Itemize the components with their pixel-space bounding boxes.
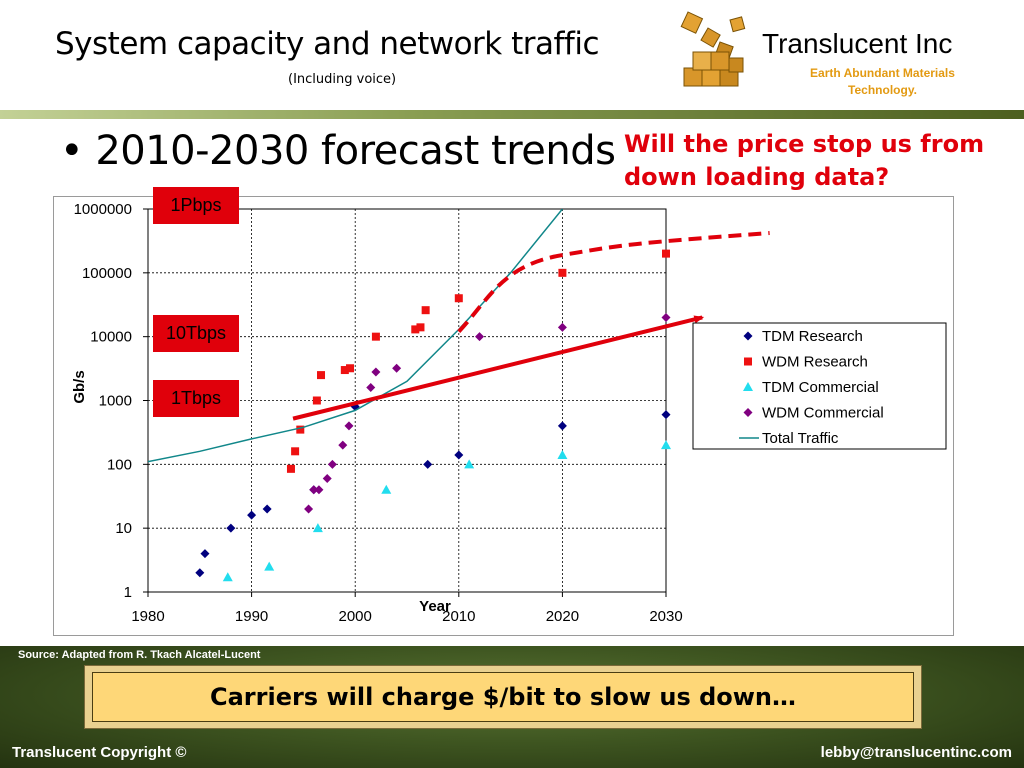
y-tick-label: 10000	[90, 329, 132, 346]
tdm-research-point	[454, 450, 464, 460]
tdm-commercial-point	[381, 484, 392, 494]
header-divider	[0, 110, 1024, 119]
x-tick-label: 2000	[339, 608, 372, 625]
x-tick-label: 2020	[546, 608, 579, 625]
company-tagline: Earth Abundant Materials Technology.	[810, 66, 955, 97]
company-name: Translucent Inc	[762, 28, 953, 59]
wdm-commercial-point	[557, 322, 567, 332]
y-axis-title: Gb/s	[71, 370, 88, 403]
wdm-research-point	[662, 249, 670, 258]
bullet-text: 2010-2030 forecast trends	[95, 128, 616, 174]
tdm-research-point	[557, 421, 567, 431]
callout-1pbps: 1Pbps	[153, 187, 239, 224]
legend-label-tdm-research: TDM Research	[762, 328, 863, 345]
wdm-commercial-point	[327, 459, 337, 469]
stacked-cubes-icon	[676, 6, 756, 98]
forecast-dashed-curve	[457, 231, 770, 333]
wdm-research-point	[312, 396, 321, 405]
wdm-research-point	[291, 447, 300, 456]
x-tick-label: 1980	[131, 608, 164, 625]
chart-legend	[692, 322, 947, 450]
callout-10tbps: 10Tbps	[153, 315, 239, 352]
wdm-commercial-point	[314, 485, 324, 495]
x-tick-label: 2030	[649, 608, 682, 625]
trend-arrow	[292, 315, 705, 421]
legend-label-wdm-research: WDM Research	[762, 354, 868, 371]
tdm-commercial-point	[464, 459, 475, 469]
tdm-research-point	[262, 504, 272, 514]
banner: Carriers will charge $/bit to slow us do…	[84, 665, 922, 729]
slide-subtitle: (Including voice)	[288, 72, 397, 87]
wdm-research-point	[558, 268, 567, 277]
tdm-research-point	[423, 459, 433, 469]
legend-swatch-wdm-commercial	[743, 408, 753, 417]
wdm-commercial-point	[661, 312, 671, 322]
banner-text: Carriers will charge $/bit to slow us do…	[92, 672, 914, 722]
legend-label-tdm-commercial: TDM Commercial	[762, 379, 879, 396]
y-tick-label: 100	[107, 456, 132, 473]
tdm-research-point	[195, 568, 205, 578]
wdm-commercial-point	[371, 367, 381, 377]
wdm-research-point	[317, 371, 326, 380]
wdm-commercial-point	[338, 440, 348, 450]
y-tick-label: 100000	[82, 265, 132, 282]
source-note: Source: Adapted from R. Tkach Alcatel-Lu…	[18, 649, 261, 661]
wdm-research-point	[421, 306, 430, 315]
x-axis-title: Year	[419, 598, 451, 615]
tdm-research-point	[661, 410, 671, 420]
tdm-commercial-point	[557, 450, 568, 460]
tdm-commercial-point	[222, 572, 233, 582]
slide-title: System capacity and network traffic	[55, 26, 599, 62]
footer-copyright: Translucent Copyright ©	[12, 744, 187, 761]
y-tick-label: 10	[115, 520, 132, 537]
x-tick-label: 1990	[235, 608, 268, 625]
wdm-research-point	[296, 425, 305, 434]
wdm-commercial-point	[475, 332, 485, 342]
wdm-research-point	[416, 323, 425, 332]
legend-swatch-tdm-research	[743, 331, 753, 341]
footer-email: lebby@translucentinc.com	[820, 744, 1012, 761]
wdm-commercial-point	[304, 504, 314, 514]
x-tick-label: 2010	[442, 608, 475, 625]
wdm-research-point	[340, 366, 349, 375]
wdm-research-point	[411, 325, 420, 334]
capacity-traffic-chart: 1000000 100000 10000 1000 100 10 1 1980 1990 2000…	[71, 201, 947, 625]
tdm-commercial-point	[661, 440, 671, 450]
legend-label-total-traffic: Total Traffic	[762, 430, 839, 447]
tdm-research-point	[200, 549, 210, 559]
wdm-commercial-point	[344, 421, 354, 431]
legend-swatch-tdm-commercial	[743, 382, 753, 391]
wdm-research-point	[454, 294, 463, 303]
legend-label-wdm-commercial: WDM Commercial	[762, 405, 884, 422]
callout-1tbps: 1Tbps	[153, 380, 239, 417]
wdm-commercial-point	[309, 485, 319, 495]
y-tick-label: 1000000	[74, 201, 132, 218]
y-tick-label: 1	[124, 584, 132, 601]
wdm-research-point	[286, 464, 295, 473]
wdm-commercial-point	[366, 382, 376, 392]
bullet-point: • 2010-2030 forecast trends	[60, 128, 616, 174]
tdm-research-point	[247, 510, 257, 520]
wdm-research-point	[371, 332, 380, 341]
legend-swatch-wdm-research	[744, 357, 752, 366]
wdm-research-point	[346, 364, 355, 373]
tdm-commercial-point	[312, 523, 323, 533]
question-text: Will the price stop us from down loading…	[624, 130, 985, 191]
wdm-commercial-point	[392, 363, 402, 373]
y-tick-label: 1000	[99, 393, 132, 410]
tdm-research-point	[226, 523, 236, 533]
wdm-commercial-point	[322, 473, 332, 483]
tdm-commercial-point	[264, 561, 275, 571]
